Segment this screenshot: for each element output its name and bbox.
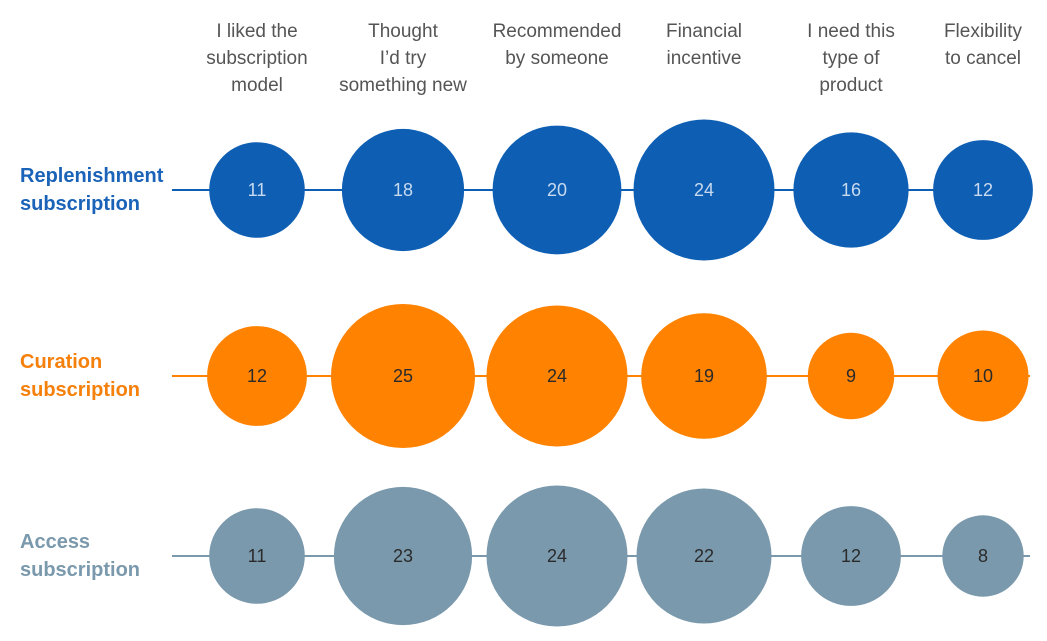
bubble [486, 305, 628, 447]
bubble [341, 128, 465, 252]
column-header-line: product [819, 75, 883, 96]
column-header: I need this type of product [766, 18, 936, 99]
row-label: Curation subscription [20, 348, 190, 404]
bubble-value: 11 [248, 546, 267, 566]
bubble-value: 24 [547, 546, 567, 566]
bubble-value: 22 [694, 546, 714, 566]
row-label-line: Replenishment [20, 165, 164, 187]
column-header-line: Thought [368, 21, 438, 42]
row-label: Replenishment subscription [20, 162, 190, 218]
bubble [333, 486, 473, 626]
row-label-line: Access [20, 531, 91, 553]
bubble [209, 142, 305, 238]
bubble-value: 9 [846, 366, 856, 386]
column-header-line: something new [339, 75, 467, 96]
bubble [942, 515, 1024, 597]
column-header-line: subscription [206, 48, 308, 69]
row-label-line: subscription [20, 193, 141, 215]
bubble-value: 24 [694, 180, 714, 200]
bubble-value: 12 [841, 546, 861, 566]
column-header: I liked the subscription model [172, 18, 342, 99]
column-header-line: incentive [666, 48, 742, 69]
bubble [486, 485, 628, 627]
column-header-line: I need this [807, 21, 895, 42]
column-header-line: I’d try [379, 48, 427, 69]
column-header-line: Recommended [492, 21, 622, 42]
column-header-line: model [231, 75, 283, 96]
bubble [633, 119, 775, 261]
bubble [331, 304, 475, 448]
column-header: Thought I’d try something new [318, 18, 488, 99]
bubble-value: 18 [393, 180, 413, 200]
bubble [641, 313, 767, 439]
column-header: Financial incentive [619, 18, 789, 72]
bubble-value: 25 [393, 366, 413, 386]
column-header-line: Flexibility [943, 21, 1023, 42]
bubble-value: 10 [973, 366, 993, 386]
column-header-line: I liked the [216, 21, 298, 42]
row-label: Access subscription [20, 528, 190, 584]
bubble [636, 488, 772, 624]
bubble [801, 506, 901, 606]
bubble [207, 326, 307, 426]
bubble-value: 12 [973, 180, 993, 200]
bubble-value: 16 [841, 180, 861, 200]
bubble-value: 12 [247, 366, 267, 386]
column-header-line: Financial [665, 21, 743, 42]
bubble-value: 19 [694, 366, 714, 386]
bubble-value: 23 [393, 546, 413, 566]
column-header: Recommended by someone [472, 18, 642, 72]
bubble [937, 330, 1029, 422]
bubble [807, 332, 895, 420]
column-header: Flexibility to cancel [898, 18, 1047, 72]
row-label-line: Curation [20, 351, 103, 373]
row-label-line: subscription [20, 559, 141, 581]
bubble-value: 20 [547, 180, 567, 200]
bubble-value: 8 [978, 546, 988, 566]
column-header-line: by someone [505, 48, 609, 69]
bubble-value: 24 [547, 366, 567, 386]
bubble [793, 132, 909, 248]
column-header-line: to cancel [944, 48, 1022, 69]
column-header-line: type of [822, 48, 880, 69]
bubble-value: 11 [248, 180, 267, 200]
row-label-line: subscription [20, 379, 141, 401]
bubble [209, 508, 305, 604]
bubble [933, 140, 1033, 240]
bubble [492, 125, 622, 255]
